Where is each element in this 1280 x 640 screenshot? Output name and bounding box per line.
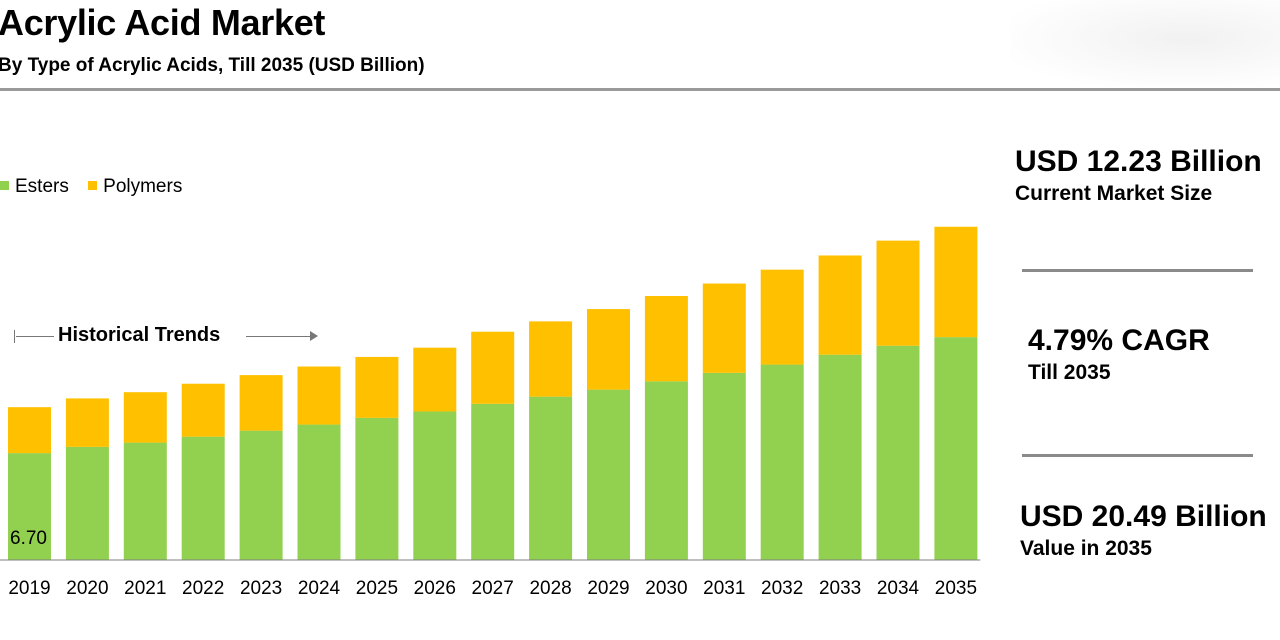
bar-polymers-2030	[644, 295, 688, 382]
bar-esters-2030	[644, 381, 688, 560]
chart-legend: Esters Polymers	[0, 176, 196, 198]
bar-polymers-2023	[239, 375, 283, 431]
legend-swatch-esters	[0, 181, 9, 190]
bar-polymers-2031	[702, 283, 746, 373]
bar-esters-2021	[123, 442, 167, 560]
future-market-label: Value in 2035	[1020, 537, 1152, 560]
x-tick-label-2031: 2031	[703, 578, 745, 599]
x-tick-label-2035: 2035	[935, 578, 977, 599]
x-tick-label-2020: 2020	[66, 578, 108, 599]
x-tick-label-2025: 2025	[356, 578, 398, 599]
stats-divider-1	[1022, 269, 1253, 272]
header-divider	[0, 88, 1280, 91]
legend-item-polymers: Polymers	[88, 176, 182, 198]
future-value-stat: USD 20.49 Billion Value in 2035	[1020, 500, 1267, 561]
bar-polymers-2027	[471, 331, 515, 404]
x-tick-label-2027: 2027	[472, 578, 514, 599]
stats-divider-2	[1022, 454, 1253, 457]
bar-esters-2028	[529, 396, 573, 560]
x-tick-label-2023: 2023	[240, 578, 282, 599]
x-tick-label-2029: 2029	[587, 578, 629, 599]
bar-polymers-2022	[181, 383, 225, 437]
current-size-stat: USD 12.23 Billion Current Market Size	[1015, 145, 1262, 206]
historical-line-right	[246, 336, 312, 337]
bar-esters-2020	[65, 446, 109, 560]
historical-line-left	[16, 336, 54, 337]
bar-esters-2023	[239, 430, 283, 560]
chart-subtitle: By Type of Acrylic Acids, Till 2035 (USD…	[0, 55, 425, 76]
historical-start-tick	[14, 330, 15, 343]
historical-trends-annotation: Historical Trends	[10, 324, 320, 350]
bar-esters-2026	[413, 411, 457, 560]
bar-esters-2025	[355, 417, 399, 560]
bar-esters-2031	[702, 372, 746, 560]
legend-label-polymers: Polymers	[103, 176, 183, 197]
bar-polymers-2020	[65, 398, 109, 447]
bar-chart: 2019 2020 2021 2022 2023 2024 2025 2026 2027 2028…	[0, 226, 981, 599]
future-market-value: USD 20.49 Billion	[1020, 500, 1267, 533]
bar-esters-2034	[876, 345, 920, 560]
x-tick-label-2026: 2026	[414, 578, 456, 599]
bar-polymers-2033	[818, 255, 862, 355]
bar-polymers-2034	[876, 240, 920, 346]
x-tick-label-2030: 2030	[645, 578, 687, 599]
header-decoration	[1010, 0, 1280, 86]
x-tick-label-2024: 2024	[298, 578, 341, 599]
bar-polymers-2026	[413, 347, 457, 412]
bar-polymers-2024	[297, 366, 341, 425]
x-tick-label-2034: 2034	[877, 578, 920, 599]
bar-esters-2024	[297, 424, 341, 560]
bar-esters-2029	[587, 389, 630, 560]
data-label-esters-2019: 6.70	[10, 528, 47, 549]
bar-esters-2027	[471, 403, 515, 560]
bar-polymers-2019	[8, 407, 51, 454]
arrow-right-icon	[310, 331, 318, 341]
x-tick-label-2032: 2032	[761, 578, 803, 599]
bar-polymers-2029	[587, 309, 630, 390]
bar-esters-2022	[181, 436, 225, 560]
x-tick-label-2021: 2021	[124, 578, 166, 599]
chart-title: Acrylic Acid Market	[0, 2, 326, 43]
x-tick-label-2022: 2022	[182, 578, 224, 599]
current-market-size-label: Current Market Size	[1015, 182, 1213, 205]
current-market-size-value: USD 12.23 Billion	[1015, 145, 1262, 178]
legend-swatch-polymers	[88, 181, 98, 190]
x-tick-label-2028: 2028	[529, 578, 571, 599]
bar-polymers-2035	[934, 226, 978, 338]
bar-esters-2019	[8, 453, 51, 560]
legend-label-esters: Esters	[15, 176, 69, 197]
cagr-stat: 4.79% CAGR Till 2035	[1028, 324, 1210, 385]
bar-polymers-2021	[123, 392, 167, 443]
bar-polymers-2028	[529, 321, 573, 397]
bar-esters-2033	[818, 354, 862, 560]
bar-polymers-2025	[355, 356, 399, 418]
x-tick-label-2019: 2019	[8, 578, 50, 599]
x-tick-label-2033: 2033	[819, 578, 861, 599]
historical-trends-label: Historical Trends	[58, 324, 221, 346]
cagr-value: 4.79% CAGR	[1028, 324, 1210, 357]
cagr-label: Till 2035	[1028, 361, 1111, 384]
legend-item-esters: Esters	[0, 176, 69, 198]
bar-esters-2032	[760, 364, 804, 560]
bar-polymers-2032	[760, 269, 804, 365]
bar-esters-2035	[934, 337, 978, 560]
